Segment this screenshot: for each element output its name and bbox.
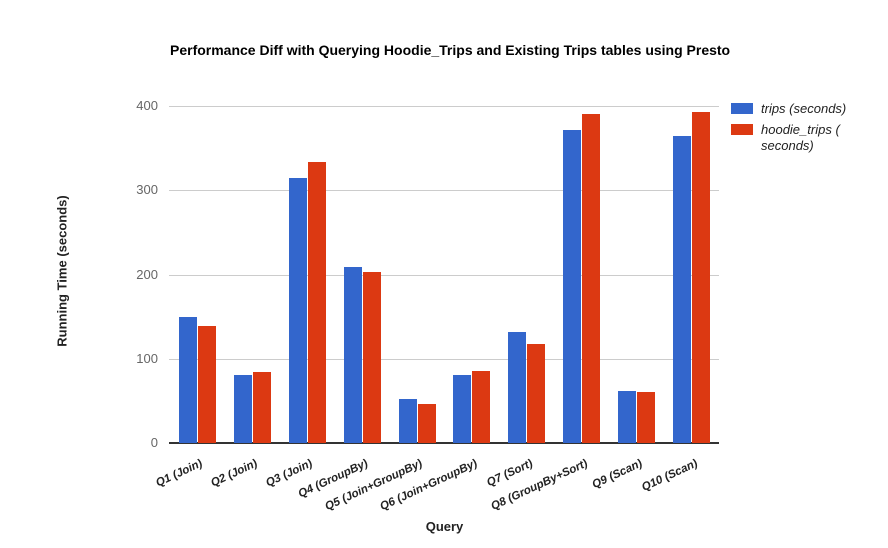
- gridline-100: [169, 359, 719, 360]
- bar-hoodie-trips-q8[interactable]: [582, 114, 600, 443]
- x-axis-label-q9: Q9 (Scan): [590, 457, 645, 492]
- bar-trips-q7[interactable]: [508, 332, 526, 443]
- legend-label-trips: trips (seconds): [761, 101, 846, 117]
- bar-trips-q4[interactable]: [344, 267, 362, 443]
- bar-hoodie-trips-q7[interactable]: [527, 344, 545, 443]
- y-axis-title: Running Time (seconds): [54, 195, 70, 347]
- bar-trips-q6[interactable]: [453, 375, 471, 443]
- bar-hoodie-trips-q3[interactable]: [308, 162, 326, 443]
- bar-trips-q5[interactable]: [399, 399, 417, 443]
- gridline-300: [169, 190, 719, 191]
- legend-label-hoodie-trips-line2: seconds): [761, 138, 814, 153]
- legend-item-trips[interactable]: trips (seconds): [731, 101, 846, 117]
- y-tick-label-100: 100: [136, 351, 158, 366]
- bar-trips-q9[interactable]: [618, 391, 636, 443]
- bar-hoodie-trips-q5[interactable]: [418, 404, 436, 443]
- hoodie-trips-series-swatch: [731, 124, 753, 135]
- legend-label-hoodie-trips-line1: hoodie_trips (: [761, 122, 840, 137]
- legend-label-hoodie-trips: hoodie_trips ( seconds): [761, 122, 840, 154]
- bar-trips-q3[interactable]: [289, 178, 307, 443]
- y-tick-label-200: 200: [136, 267, 158, 282]
- bar-hoodie-trips-q4[interactable]: [363, 272, 381, 443]
- bar-trips-q2[interactable]: [234, 375, 252, 443]
- legend-label-trips-line1: trips (seconds): [761, 101, 847, 116]
- gridline-400: [169, 106, 719, 107]
- trips-series-swatch: [731, 103, 753, 114]
- bar-hoodie-trips-q1[interactable]: [198, 326, 216, 443]
- bar-hoodie-trips-q10[interactable]: [692, 112, 710, 443]
- y-tick-label-400: 400: [136, 98, 158, 113]
- x-axis-label-q8: Q8 (GroupBy+Sort): [489, 457, 590, 513]
- x-axis-title: Query: [425, 519, 464, 534]
- x-axis-line: [169, 442, 719, 444]
- gridline-200: [169, 275, 719, 276]
- bar-hoodie-trips-q2[interactable]: [253, 372, 271, 443]
- bar-trips-q8[interactable]: [563, 130, 581, 443]
- bar-trips-q10[interactable]: [673, 136, 691, 443]
- x-axis-label-q2: Q2 (Join): [209, 457, 260, 490]
- x-axis-label-q1: Q1 (Join): [154, 457, 205, 490]
- legend: trips (seconds) hoodie_trips ( seconds): [731, 101, 846, 159]
- x-axis-label-q10: Q10 (Scan): [640, 457, 700, 494]
- chart-title: Performance Diff with Querying Hoodie_Tr…: [170, 42, 731, 58]
- bar-hoodie-trips-q9[interactable]: [637, 392, 655, 443]
- bar-hoodie-trips-q6[interactable]: [472, 371, 490, 443]
- bar-trips-q1[interactable]: [179, 317, 197, 443]
- y-tick-label-0: 0: [150, 435, 158, 450]
- y-tick-label-300: 300: [136, 182, 158, 197]
- x-axis-label-q6: Q6 (Join+GroupBy): [378, 457, 480, 514]
- legend-item-hoodie-trips[interactable]: hoodie_trips ( seconds): [731, 122, 846, 154]
